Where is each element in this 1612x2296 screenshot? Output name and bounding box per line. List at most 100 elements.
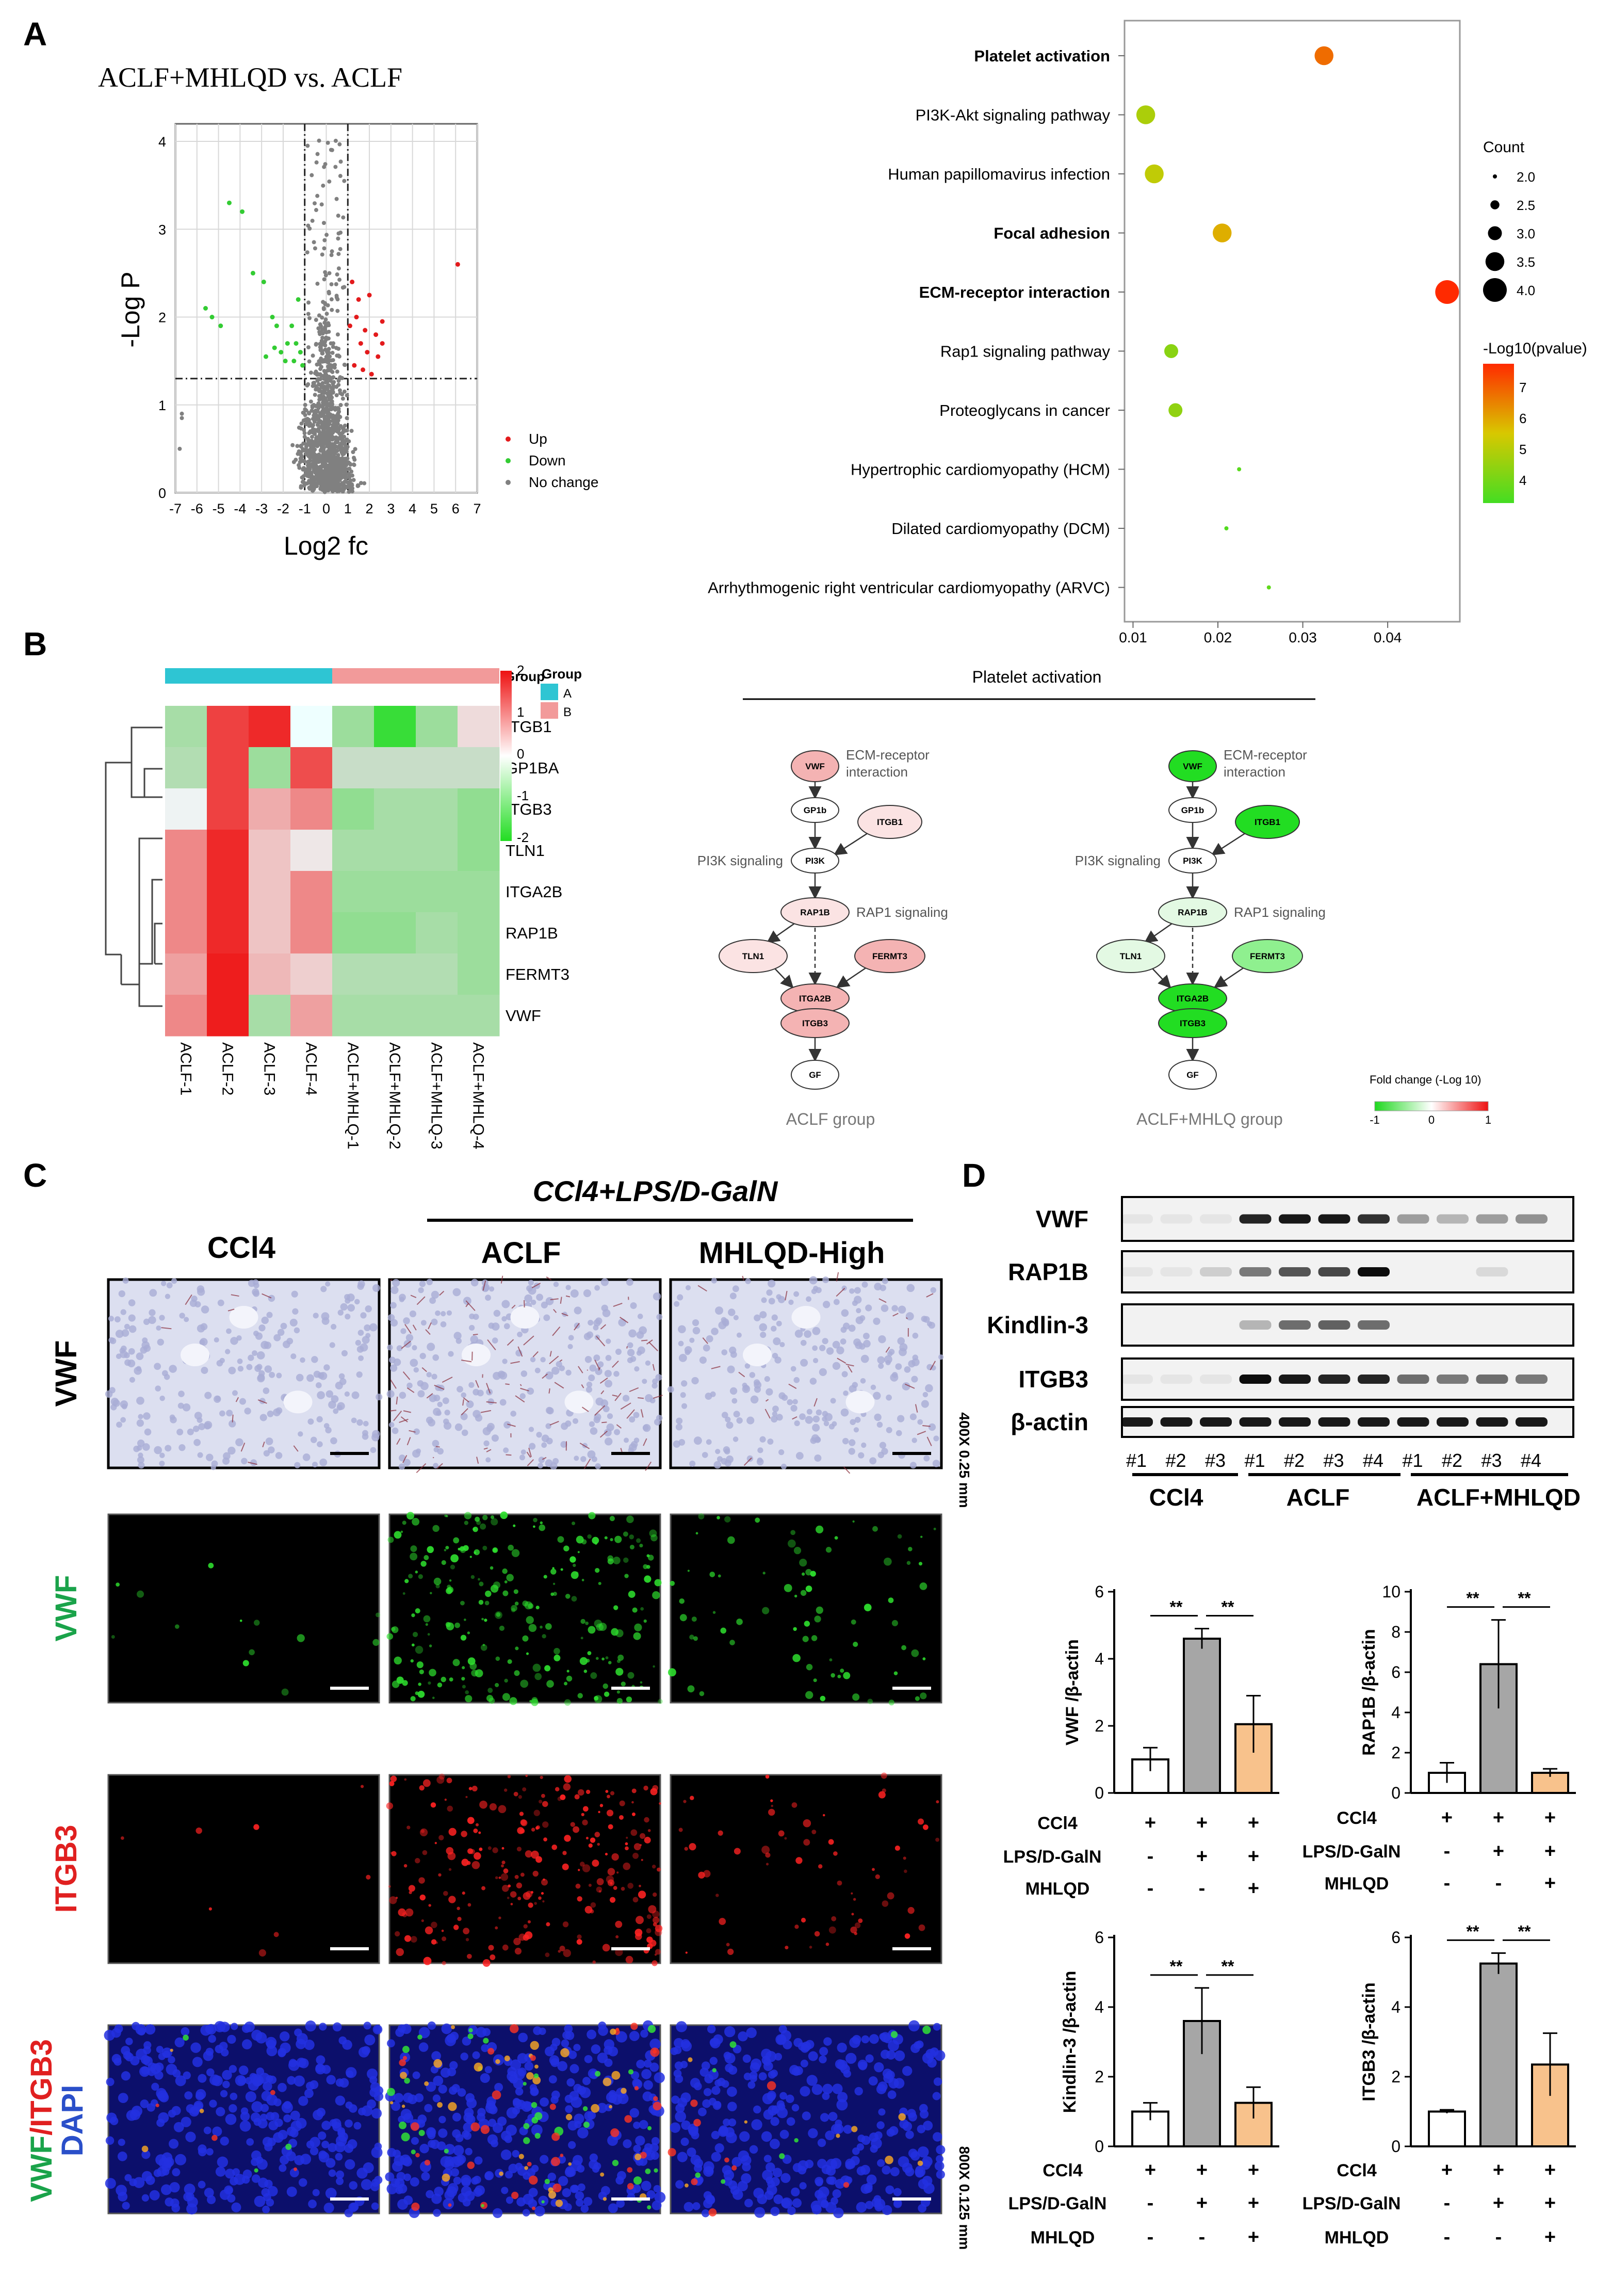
vwf-stain (836, 1272, 839, 1282)
itgb3-signal (551, 1844, 558, 1850)
volcano-point-nochange (317, 397, 322, 402)
itgb3-signal (410, 1936, 417, 1943)
vwf-stain (599, 1430, 608, 1438)
dapi-nucleus (826, 2165, 836, 2176)
vwf-stain (480, 1410, 492, 1413)
volcano-point-nochange (329, 297, 334, 302)
dapi-nucleus (671, 2095, 680, 2104)
stained-nucleus (306, 1374, 314, 1382)
itgb3-signal (564, 1775, 572, 1783)
itgb3-signal (453, 1925, 459, 1930)
stained-nucleus (258, 1370, 265, 1377)
bar-y-tick: 0 (1095, 1784, 1104, 1802)
volcano-point-nochange (316, 403, 320, 408)
dapi-nucleus (639, 2120, 648, 2129)
dapi-nucleus (726, 2132, 737, 2143)
stained-nucleus (191, 1296, 198, 1302)
stained-nucleus (715, 1306, 723, 1315)
volcano-point-nochange (329, 367, 333, 371)
itgb3-signal (510, 1903, 513, 1905)
group-legend-swatch (541, 702, 558, 719)
stained-nucleus (121, 1329, 129, 1337)
dapi-nucleus (714, 2143, 724, 2153)
pvalue-legend-tick: 4 (1519, 473, 1526, 488)
vwf-stain (843, 1466, 851, 1474)
merge-signal (402, 2056, 408, 2060)
itgb3-signal (850, 1926, 857, 1934)
micrograph-tile (107, 1513, 381, 1704)
stained-nucleus (399, 1392, 406, 1399)
heatmap-cell (458, 706, 500, 748)
vwf-signal (806, 1663, 813, 1671)
stained-nucleus (772, 1405, 779, 1413)
itgb3-signal (501, 1847, 504, 1850)
vwf-stain (785, 1290, 788, 1301)
itgb3-signal (592, 1860, 599, 1867)
heatmap-cell (249, 953, 291, 995)
volcano-point-nochange (303, 402, 307, 407)
stained-nucleus (204, 1392, 212, 1399)
itgb3-signal (395, 1897, 398, 1899)
volcano-x-tick: -7 (169, 501, 182, 516)
vwf-signal (679, 1614, 687, 1622)
vwf-stain (428, 1322, 432, 1330)
treatment-row-label: MHLQD (1325, 2228, 1389, 2248)
itgb3-signal (727, 1948, 734, 1955)
vwf-signal (546, 1680, 554, 1688)
dapi-nucleus (335, 2078, 344, 2087)
itgb3-signal (441, 1929, 444, 1932)
dapi-nucleus (817, 2159, 827, 2169)
dapi-nucleus (263, 2193, 271, 2202)
dapi-nucleus (225, 2187, 233, 2195)
stained-nucleus (312, 1461, 318, 1468)
vwf-signal (400, 1530, 403, 1533)
vwf-stain (461, 1408, 468, 1416)
vwf-signal (679, 1598, 685, 1604)
itgb3-signal (421, 1919, 424, 1922)
merge-signal (270, 2090, 275, 2095)
dapi-nucleus (209, 2099, 217, 2108)
stained-nucleus (290, 1353, 297, 1360)
stained-nucleus (678, 1353, 687, 1362)
vwf-signal (646, 1565, 650, 1569)
scale-note-top: 400X 0.25 mm (956, 1412, 972, 1508)
stained-nucleus (460, 1413, 468, 1420)
vwf-signal (650, 1534, 658, 1542)
stained-nucleus (928, 1423, 936, 1431)
vwf-signal (489, 1697, 495, 1704)
vwf-signal (654, 1579, 662, 1587)
dapi-nucleus (883, 2034, 892, 2044)
volcano-point-down (274, 324, 279, 329)
dapi-nucleus (825, 2130, 835, 2141)
dapi-nucleus (403, 2173, 411, 2181)
stained-nucleus (197, 1324, 205, 1333)
stained-nucleus (198, 1423, 205, 1430)
vwf-stain (554, 1382, 564, 1389)
merge-signal (294, 2167, 298, 2171)
dapi-nucleus (701, 2209, 710, 2218)
treatment-row-label: CCl4 (1037, 1814, 1078, 1833)
dapi-nucleus (145, 2175, 155, 2185)
volcano-point-up (380, 341, 385, 346)
itgb3-signal (690, 1796, 694, 1800)
stained-nucleus (473, 1314, 479, 1320)
volcano-point-nochange (305, 383, 310, 388)
dapi-nucleus (636, 2060, 645, 2069)
dapi-nucleus (225, 2169, 235, 2179)
merge-signal (654, 2168, 658, 2173)
volcano-point-nochange (324, 337, 329, 342)
vwf-signal (484, 1600, 490, 1606)
vwf-signal (800, 1590, 807, 1596)
volcano-point-up (363, 328, 368, 333)
vwf-signal (804, 1621, 810, 1627)
stained-nucleus (363, 1420, 369, 1427)
itgb3-signal (791, 1802, 797, 1808)
vwf-signal (425, 1623, 428, 1626)
kegg-pathway-label: ECM-receptor interaction (919, 283, 1110, 301)
blot-lane-label: #2 (1284, 1450, 1305, 1471)
vwf-signal (410, 1659, 414, 1663)
treatment-header: CCl4+LPS/D-GalN (533, 1175, 778, 1207)
stained-nucleus (483, 1440, 490, 1447)
itgb3-signal (523, 1892, 531, 1900)
